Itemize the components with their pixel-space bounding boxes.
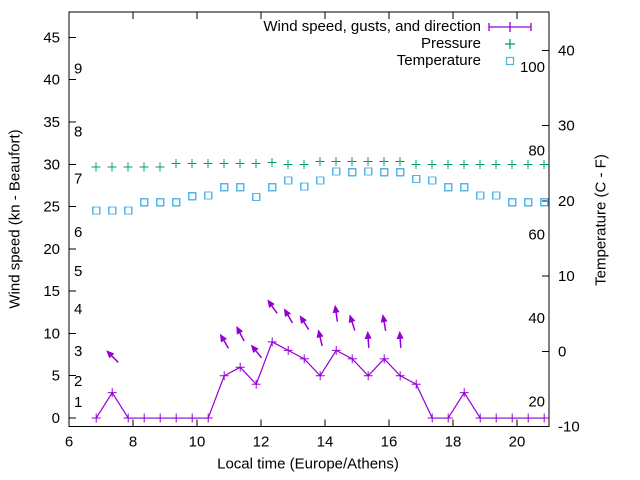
legend-row-wind: Wind speed, gusts, and direction — [263, 18, 532, 35]
svg-text:7: 7 — [74, 171, 82, 188]
svg-text:30: 30 — [43, 156, 60, 173]
legend-row-pressure: Pressure — [263, 35, 532, 52]
svg-text:6: 6 — [74, 224, 82, 241]
wind-series — [91, 337, 549, 423]
svg-text:8: 8 — [74, 123, 82, 140]
pressure-legend-marker-icon — [505, 38, 515, 49]
svg-text:16: 16 — [381, 434, 398, 451]
svg-text:10: 10 — [558, 268, 575, 285]
svg-text:6: 6 — [65, 434, 73, 451]
svg-text:8: 8 — [129, 434, 137, 451]
temperature-series — [92, 167, 549, 215]
svg-text:30: 30 — [558, 118, 575, 135]
svg-text:-10: -10 — [558, 419, 580, 436]
svg-text:40: 40 — [558, 42, 575, 59]
x-axis-title: Local time (Europe/Athens) — [217, 455, 399, 473]
legend-row-temperature: Temperature — [263, 52, 532, 69]
svg-text:60: 60 — [528, 226, 545, 243]
temperature-legend-marker-icon — [505, 56, 515, 65]
svg-text:20: 20 — [43, 241, 60, 258]
legend-label-pressure: Pressure — [420, 35, 481, 52]
svg-text:18: 18 — [445, 434, 462, 451]
svg-text:0: 0 — [558, 343, 566, 360]
y-axis-title: Wind speed (kn - Beaufort) — [6, 129, 24, 309]
svg-text:20: 20 — [509, 434, 526, 451]
svg-text:10: 10 — [189, 434, 206, 451]
svg-text:40: 40 — [43, 72, 60, 89]
svg-text:35: 35 — [43, 114, 60, 131]
svg-text:25: 25 — [43, 199, 60, 216]
y2-axis-title: Temperature (C - F) — [592, 154, 610, 286]
svg-text:2: 2 — [74, 373, 82, 390]
svg-text:9: 9 — [74, 61, 82, 78]
svg-text:20: 20 — [528, 393, 545, 410]
svg-text:12: 12 — [253, 434, 270, 451]
legend: Wind speed, gusts, and direction Pressur… — [263, 18, 532, 69]
svg-text:40: 40 — [528, 310, 545, 327]
svg-text:5: 5 — [74, 263, 82, 280]
svg-text:5: 5 — [52, 368, 60, 385]
svg-text:3: 3 — [74, 343, 82, 360]
axes — [68, 11, 550, 427]
wind-legend-marker-icon — [488, 21, 532, 32]
wind-direction-arrows — [106, 299, 404, 363]
svg-text:4: 4 — [74, 301, 82, 318]
legend-label-temperature: Temperature — [396, 52, 481, 69]
svg-text:20: 20 — [558, 193, 575, 210]
svg-text:100: 100 — [520, 59, 545, 76]
svg-text:45: 45 — [43, 29, 60, 46]
pressure-series — [91, 157, 549, 172]
svg-text:1: 1 — [74, 394, 82, 411]
svg-text:15: 15 — [43, 283, 60, 300]
legend-label-wind: Wind speed, gusts, and direction — [263, 18, 481, 35]
svg-text:80: 80 — [528, 143, 545, 160]
svg-text:0: 0 — [52, 410, 60, 427]
svg-text:14: 14 — [317, 434, 334, 451]
svg-text:10: 10 — [43, 325, 60, 342]
